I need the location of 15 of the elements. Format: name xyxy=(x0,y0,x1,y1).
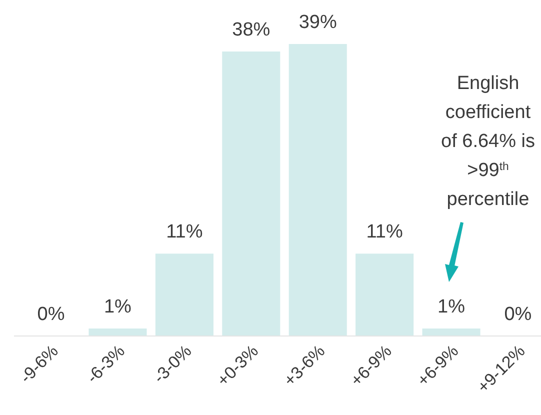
bar xyxy=(88,328,147,336)
data-label: 0% xyxy=(504,304,532,325)
bar xyxy=(155,254,214,336)
bar xyxy=(356,254,414,336)
bar xyxy=(422,328,480,336)
data-label: 1% xyxy=(438,296,466,318)
data-label: 11% xyxy=(366,222,403,243)
data-label: 11% xyxy=(166,222,203,243)
text: English coefficient of 6.64% is >99$^{th}$ percentile xyxy=(441,73,535,210)
bar xyxy=(288,44,347,336)
data-label: 38% xyxy=(232,19,270,40)
data-label: 0% xyxy=(37,304,65,325)
bar xyxy=(222,51,280,336)
data-label: 39% xyxy=(298,12,337,33)
data-label: 1% xyxy=(104,296,132,318)
